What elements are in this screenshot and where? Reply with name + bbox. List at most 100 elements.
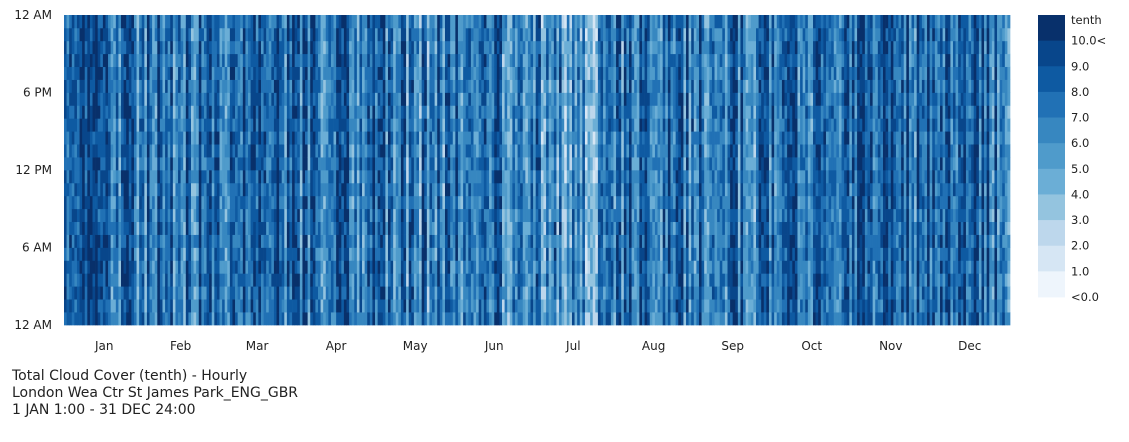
heatmap-cell (141, 170, 145, 184)
heatmap-cell (79, 273, 83, 287)
heatmap-cell (595, 286, 599, 300)
heatmap-cell (315, 92, 319, 106)
heatmap-cell (188, 312, 192, 326)
heatmap-cell (372, 273, 376, 287)
heatmap-cell (478, 27, 482, 42)
heatmap-cell (193, 131, 197, 145)
heatmap-cell (115, 286, 119, 300)
heatmap-cell (172, 286, 176, 300)
heatmap-cell (509, 286, 513, 300)
heatmap-cell (279, 312, 283, 326)
heatmap-cell (209, 131, 213, 145)
heatmap-cell (69, 273, 73, 287)
heatmap-cell (496, 234, 500, 248)
heatmap-cell (354, 131, 358, 145)
heatmap-cell (162, 144, 166, 158)
heatmap-cell (530, 27, 534, 42)
heatmap-cell (507, 312, 511, 326)
heatmap-cell (522, 144, 526, 158)
heatmap-cell (426, 170, 430, 184)
heatmap-cell (310, 40, 314, 55)
heatmap-cell (214, 157, 218, 171)
heatmap-cell (556, 312, 560, 326)
heatmap-cell (66, 234, 70, 248)
heatmap-cell (245, 247, 249, 261)
heatmap-cell (590, 208, 594, 223)
heatmap-cell (227, 312, 231, 326)
heatmap-cell (556, 299, 560, 313)
heatmap-cell (162, 286, 166, 300)
heatmap-cell (170, 144, 174, 158)
heatmap-cell (250, 286, 254, 300)
heatmap-cell (439, 131, 443, 145)
heatmap-cell (400, 312, 404, 326)
heatmap-cell (84, 299, 88, 313)
heatmap-cell (496, 27, 500, 42)
heatmap-cell (263, 273, 267, 287)
heatmap-cell (349, 286, 353, 300)
heatmap-cell (209, 260, 213, 274)
heatmap-cell (307, 286, 311, 300)
heatmap-cell (222, 170, 226, 184)
heatmap-cell (123, 79, 127, 93)
heatmap-cell (320, 182, 324, 197)
heatmap-cell (266, 40, 270, 55)
heatmap-cell (157, 260, 161, 274)
heatmap-cell (520, 131, 524, 145)
heatmap-cell (203, 286, 207, 300)
heatmap-cell (219, 53, 223, 68)
heatmap-cell (229, 208, 233, 223)
heatmap-cell (131, 170, 135, 184)
heatmap-cell (551, 170, 555, 184)
heatmap-cell (289, 105, 293, 119)
heatmap-cell (483, 157, 487, 171)
heatmap-cell (408, 131, 412, 145)
heatmap-cell (514, 144, 518, 158)
heatmap-cell (395, 260, 399, 274)
heatmap-cell (408, 53, 412, 68)
heatmap-cell (455, 182, 459, 197)
heatmap-cell (382, 157, 386, 171)
heatmap-cell (359, 131, 363, 145)
heatmap-cell (450, 105, 454, 119)
heatmap-cell (393, 66, 397, 80)
heatmap-cell (95, 299, 99, 313)
heatmap-cell (284, 195, 288, 210)
heatmap-cell (367, 144, 371, 158)
heatmap-cell (356, 170, 360, 184)
heatmap-cell (421, 15, 425, 29)
heatmap-cell (235, 286, 238, 300)
heatmap-cell (457, 92, 461, 106)
heatmap-cell (465, 170, 469, 184)
heatmap-cell (273, 40, 277, 55)
heatmap-cell (312, 170, 316, 184)
heatmap-cell (237, 170, 241, 184)
heatmap-cell (121, 234, 124, 248)
heatmap-cell (419, 195, 423, 210)
heatmap-cell (504, 182, 508, 197)
heatmap-cell (222, 157, 226, 171)
heatmap-cell (390, 92, 394, 106)
heatmap-cell (115, 118, 119, 132)
heatmap-cell (584, 157, 588, 171)
heatmap-cell (180, 273, 184, 287)
heatmap-cell (281, 157, 285, 171)
heatmap-cell (559, 53, 562, 68)
heatmap-cell (356, 273, 360, 287)
heatmap-cell (587, 144, 591, 158)
heatmap-cell (178, 170, 181, 184)
heatmap-cell (154, 144, 158, 158)
heatmap-cell (279, 170, 283, 184)
heatmap-cell (543, 27, 547, 42)
heatmap-cell (84, 260, 88, 274)
heatmap-cell (478, 247, 482, 261)
heatmap-cell (84, 312, 88, 326)
heatmap-cell (470, 40, 474, 55)
heatmap-cell (245, 260, 249, 274)
heatmap-cell (167, 221, 171, 235)
heatmap-cell (457, 15, 461, 29)
heatmap-cell (131, 286, 135, 300)
heatmap-cell (582, 299, 586, 313)
heatmap-cell (380, 208, 384, 223)
heatmap-cell (315, 144, 319, 158)
